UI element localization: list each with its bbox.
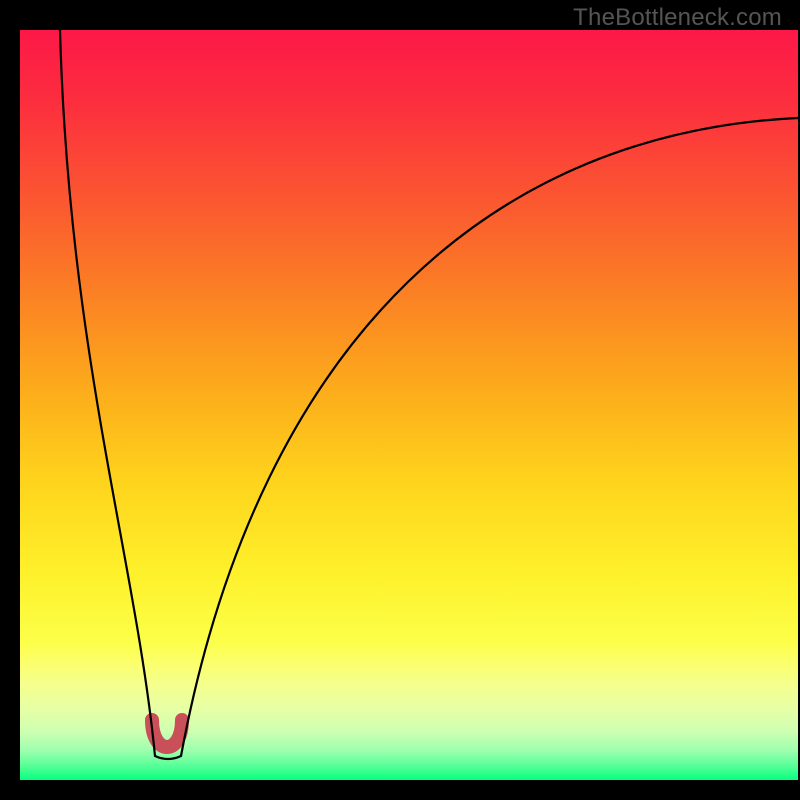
plot-gradient-background xyxy=(20,30,798,780)
bottleneck-chart xyxy=(0,0,800,800)
